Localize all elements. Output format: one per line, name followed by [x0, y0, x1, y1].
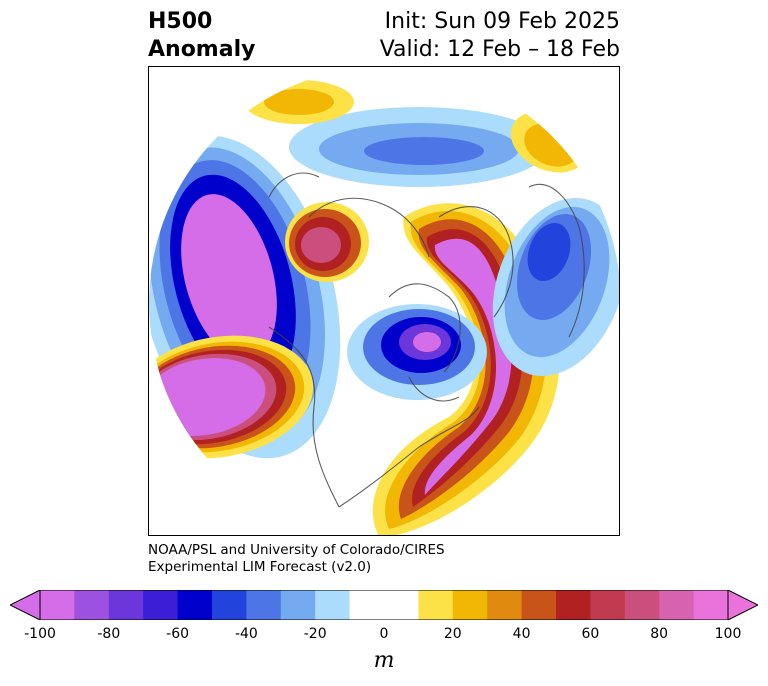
- colorbar-extend-right: [727, 590, 758, 620]
- colorbar-segment: [143, 590, 179, 620]
- colorbar-segment: [556, 590, 591, 620]
- colorbar-segment: [384, 590, 419, 620]
- forecast-dates: Init: Sun 09 Feb 2025 Valid: 12 Feb – 18…: [380, 8, 620, 64]
- colorbar-tick-label: 40: [512, 626, 531, 642]
- colorbar-tick-label: 0: [379, 626, 389, 642]
- colorbar-segment: [693, 590, 729, 620]
- init-date: Init: Sun 09 Feb 2025: [384, 9, 620, 34]
- credit-line-2: Experimental LIM Forecast (v2.0): [148, 559, 372, 575]
- colorbar-segment: [177, 590, 213, 620]
- colorbar-segment: [624, 590, 660, 620]
- colorbar: [10, 590, 758, 620]
- negative-anomaly-canada: [347, 304, 487, 400]
- colorbar-segment: [418, 590, 454, 620]
- valid-range: Valid: 12 Feb – 18 Feb: [379, 37, 620, 62]
- colorbar-segment: [74, 590, 110, 620]
- colorbar-segment: [108, 590, 144, 620]
- colorbar-tick-label: 100: [714, 626, 742, 642]
- colorbar-tick-label: 20: [443, 626, 462, 642]
- anomaly-map-svg: [149, 67, 619, 535]
- colorbar-segment: [487, 590, 523, 620]
- colorbar-segment: [349, 590, 385, 620]
- colorbar-segment: [212, 590, 247, 620]
- colorbar-tick-label: 60: [581, 626, 600, 642]
- pole-marker: [379, 297, 391, 309]
- negative-anomaly-europe: [492, 197, 619, 377]
- title-variable: H500: [148, 9, 213, 34]
- colorbar-tick-label: -20: [303, 626, 327, 642]
- colorbar-segment: [452, 590, 488, 620]
- colorbar-extend-left: [10, 590, 41, 620]
- positive-anomaly-siberia: [285, 202, 369, 282]
- colorbar-segment: [40, 590, 75, 620]
- colorbar-segment: [315, 590, 351, 620]
- coastlines: [268, 172, 585, 508]
- polar-map: [148, 66, 620, 536]
- colorbar-segment: [280, 590, 316, 620]
- colorbar-unit: m: [373, 648, 395, 673]
- colorbar-segment: [246, 590, 282, 620]
- map-title: H500 Anomaly: [148, 8, 255, 64]
- title-field: Anomaly: [148, 37, 256, 62]
- colorbar-outline: [39, 590, 729, 620]
- colorbar-segments: [40, 590, 729, 620]
- colorbar-segment: [590, 590, 626, 620]
- negative-anomaly-arctic: [289, 107, 549, 187]
- credit-line-1: NOAA/PSL and University of Colorado/CIRE…: [148, 542, 445, 558]
- colorbar-ticks: -100 -80 -60 -40 -20 0 20 40 60 80 100: [0, 626, 768, 648]
- colorbar-tick-label: -100: [24, 626, 56, 642]
- colorbar-tick-label: -60: [166, 626, 190, 642]
- colorbar-tick-label: -80: [97, 626, 121, 642]
- colorbar-segment: [659, 590, 695, 620]
- credit-text: NOAA/PSL and University of Colorado/CIRE…: [148, 542, 445, 576]
- colorbar-tick-label: 80: [650, 626, 669, 642]
- colorbar-segment: [521, 590, 557, 620]
- colorbar-tick-label: -40: [234, 626, 258, 642]
